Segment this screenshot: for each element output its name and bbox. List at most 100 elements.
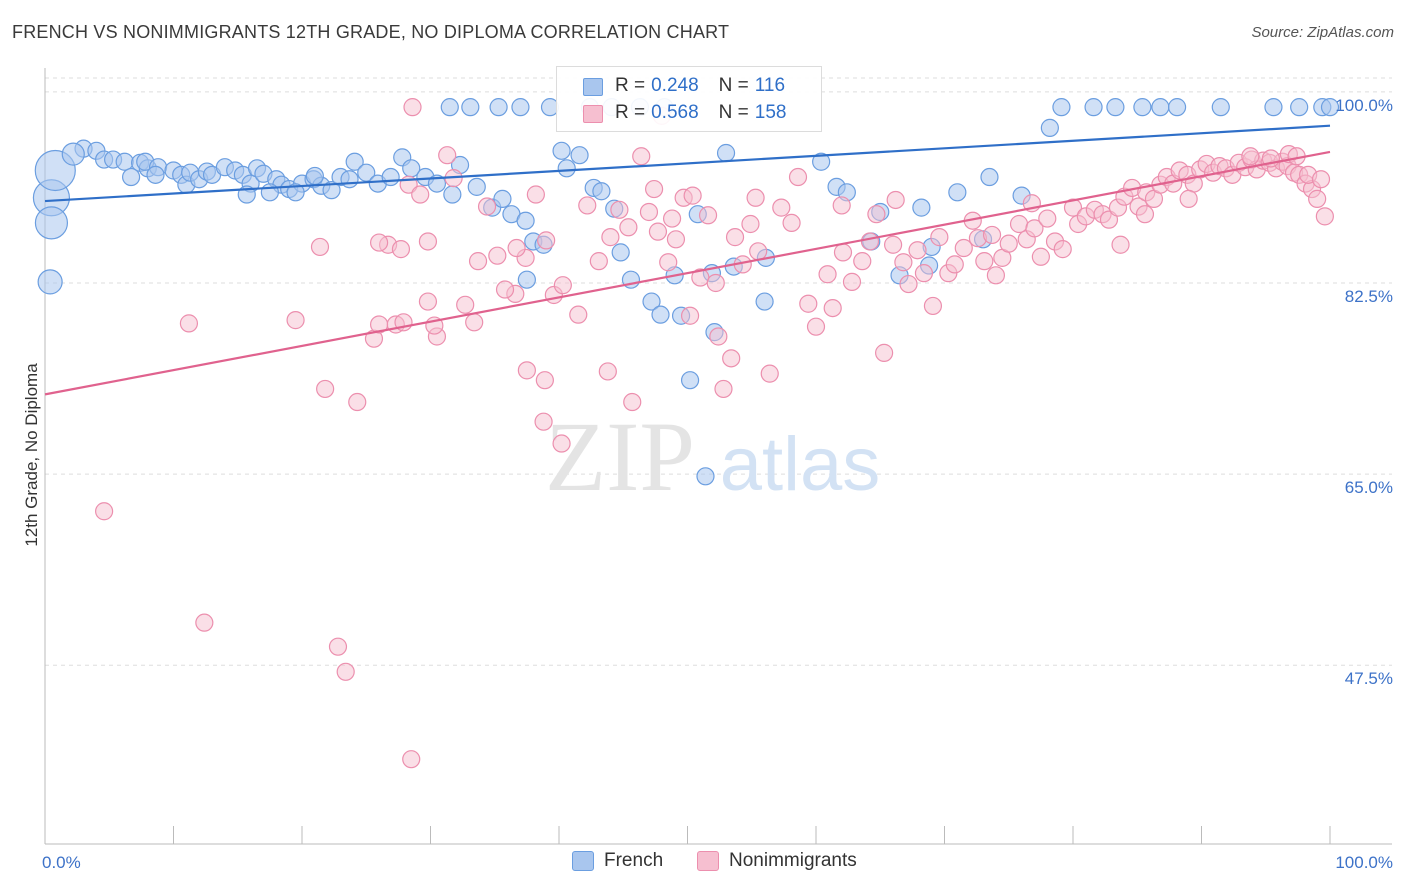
french-swatch <box>583 78 603 96</box>
nonimmigrants-trendline <box>44 150 1331 396</box>
french-stats-row: R = 0.248 N = 116 <box>615 73 785 99</box>
french-point <box>1133 98 1152 117</box>
nonimmigrants-point <box>860 232 880 251</box>
nonimmigrants-point <box>982 225 1002 245</box>
nonimmigrants-point <box>644 179 664 199</box>
nonimmigrants-point <box>832 196 851 215</box>
nonimmigrants-point <box>578 196 597 215</box>
legend-nonimmigrants-label: Nonimmigrants <box>729 850 857 871</box>
nonimmigrants-point <box>95 502 114 521</box>
legend-french-swatch <box>572 851 594 871</box>
french-point <box>260 183 279 202</box>
x-tick-label: 100.0% <box>1335 853 1393 872</box>
legend-item-french[interactable]: French <box>572 850 663 872</box>
french-point <box>1040 118 1059 137</box>
bottom-legend: French Nonimmigrants <box>0 850 1406 878</box>
french-point <box>1211 98 1230 117</box>
french-point <box>696 467 715 486</box>
nonimmigrants-point <box>894 253 913 272</box>
series-nonimmigrants <box>95 98 1334 769</box>
chart-title: FRENCH VS NONIMMIGRANTS 12TH GRADE, NO D… <box>12 22 730 42</box>
french-point <box>642 292 661 311</box>
nonimmigrants-r-label: R = <box>615 102 646 123</box>
nonimmigrants-point <box>553 276 572 295</box>
french-point <box>493 189 512 208</box>
nonimmigrants-point <box>1311 170 1331 189</box>
french-point <box>1084 98 1103 117</box>
french-point <box>651 305 670 324</box>
nonimmigrants-point <box>477 197 497 216</box>
nonimmigrants-point <box>589 252 608 271</box>
nonimmigrants-point <box>772 198 791 217</box>
french-point <box>467 177 486 196</box>
nonimmigrants-point <box>722 349 741 368</box>
nonimmigrants-point <box>411 185 430 204</box>
nonimmigrants-point <box>517 361 536 380</box>
nonimmigrants-point <box>418 292 438 311</box>
nonimmigrants-point <box>886 190 905 210</box>
french-point <box>552 141 571 160</box>
nonimmigrants-point <box>1111 235 1130 254</box>
french-point <box>592 182 611 201</box>
nonimmigrants-point <box>403 98 422 117</box>
series-french <box>32 98 1340 486</box>
watermark: ZIP atlas <box>545 401 880 512</box>
nonimmigrants-r-value: 0.568 <box>651 102 699 123</box>
french-point <box>716 143 736 163</box>
nonimmigrants-point <box>842 272 862 291</box>
nonimmigrants-point <box>1063 198 1083 217</box>
legend-item-nonimmigrants[interactable]: Nonimmigrants <box>697 850 857 872</box>
nonimmigrants-point <box>760 364 779 383</box>
nonimmigrants-point <box>526 185 545 204</box>
nonimmigrants-point <box>954 238 973 258</box>
nonimmigrants-point <box>1179 189 1198 208</box>
nonimmigrants-point <box>666 230 686 249</box>
nonimmigrants-stats-row: R = 0.568 N = 158 <box>615 100 786 126</box>
french-point <box>1320 98 1340 117</box>
french-point <box>755 292 774 311</box>
nonimmigrants-point <box>999 234 1018 253</box>
nonimmigrants-point <box>683 186 702 205</box>
nonimmigrants-point <box>746 188 765 207</box>
nonimmigrants-point <box>1135 205 1155 224</box>
french-point <box>440 98 459 117</box>
nonimmigrants-point <box>1031 247 1050 266</box>
french-point <box>443 185 462 204</box>
nonimmigrants-point <box>914 264 934 283</box>
nonimmigrants-point <box>662 209 682 228</box>
watermark-zip: ZIP <box>545 401 695 512</box>
nonimmigrants-point <box>709 327 728 346</box>
y-tick-label: 65.0% <box>1345 478 1393 497</box>
nonimmigrants-point <box>853 252 872 271</box>
x-tick-label: 0.0% <box>42 853 81 872</box>
y-axis-title: 12th Grade, No Diploma <box>22 363 41 547</box>
french-point <box>340 170 359 189</box>
nonimmigrants-point <box>391 240 411 259</box>
nonimmigrants-point <box>908 241 927 260</box>
french-point <box>948 183 967 202</box>
nonimmigrants-point <box>1038 209 1057 228</box>
french-point <box>461 98 480 117</box>
french-point <box>115 152 134 171</box>
french-point <box>517 270 536 289</box>
nonimmigrants-n-value: 158 <box>754 102 787 123</box>
french-point <box>912 198 931 217</box>
nonimmigrants-point <box>1025 219 1044 238</box>
french-point <box>516 211 535 230</box>
french-point <box>146 165 165 184</box>
nonimmigrants-point <box>537 231 556 250</box>
nonimmigrants-point <box>610 200 629 219</box>
nonimmigrants-point <box>818 265 837 284</box>
french-r-label: R = <box>615 75 646 96</box>
nonimmigrants-point <box>438 146 457 165</box>
nonimmigrants-point <box>930 228 949 247</box>
french-point <box>489 98 508 117</box>
french-point <box>611 243 630 262</box>
nonimmigrants-point <box>534 412 553 431</box>
nonimmigrants-point <box>286 311 305 330</box>
nonimmigrants-point <box>402 750 421 769</box>
french-point <box>1264 98 1283 117</box>
nonimmigrants-point <box>179 314 199 333</box>
nonimmigrants-point <box>456 295 475 314</box>
